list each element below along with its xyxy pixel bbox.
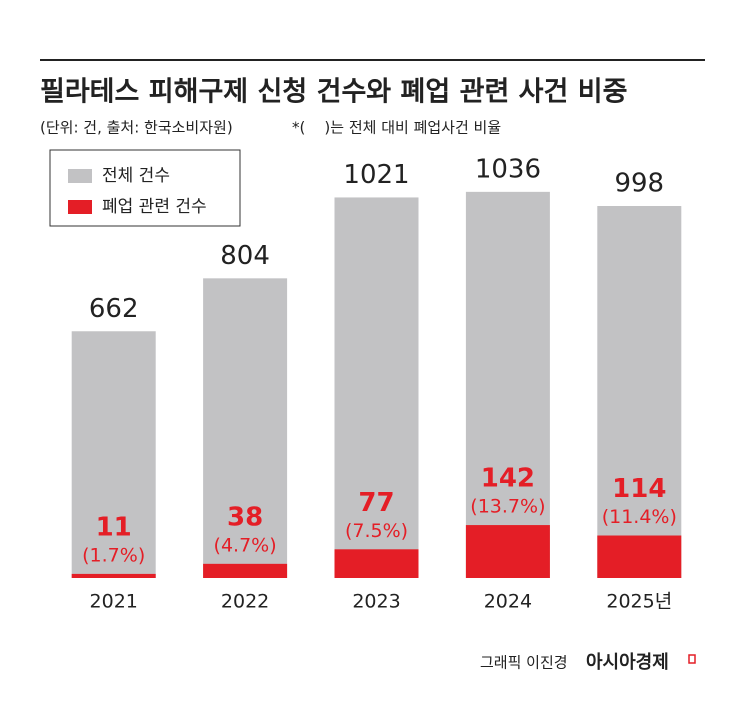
bar xyxy=(203,278,288,578)
legend-label: 폐업 관련 건수 xyxy=(102,197,207,217)
value-label: 11 xyxy=(96,512,132,542)
value-label: 1021 xyxy=(343,160,409,190)
value-label: 1036 xyxy=(475,154,541,184)
value-label: 77 xyxy=(358,488,394,518)
bar xyxy=(334,549,419,578)
share-label: (7.5%) xyxy=(345,520,408,542)
chart-subtitle: (단위: 건, 출처: 한국소비자원) xyxy=(40,119,233,137)
legend-swatch xyxy=(68,200,92,214)
x-tick-label: 2021 xyxy=(90,591,138,613)
share-label: (11.4%) xyxy=(602,506,677,528)
share-label: (13.7%) xyxy=(470,496,545,518)
x-tick-label: 2023 xyxy=(352,591,400,613)
x-tick-label: 2025년 xyxy=(606,591,672,613)
share-label: (1.7%) xyxy=(82,544,145,566)
value-label: 998 xyxy=(614,169,664,199)
x-tick-label: 2024 xyxy=(484,591,532,613)
bar xyxy=(597,535,682,578)
bar xyxy=(203,563,288,578)
share-label: (4.7%) xyxy=(214,534,277,556)
legend-label: 전체 건수 xyxy=(102,166,170,186)
source: 아시아경제 xyxy=(586,652,669,673)
credit: 그래픽 이진경 xyxy=(480,654,568,672)
chart-note: *( )는 전체 대비 폐업사건 비율 xyxy=(292,119,501,137)
x-tick-label: 2022 xyxy=(221,591,269,613)
bar xyxy=(71,573,156,578)
value-label: 142 xyxy=(481,464,535,494)
logo-mark xyxy=(688,654,696,664)
bar xyxy=(334,197,419,579)
bar xyxy=(465,525,550,578)
legend-swatch xyxy=(68,169,92,183)
value-label: 114 xyxy=(612,474,666,504)
chart-title: 필라테스 피해구제 신청 건수와 폐업 관련 사건 비중 xyxy=(40,77,627,108)
bar xyxy=(597,206,682,578)
bar xyxy=(71,331,156,578)
bar xyxy=(465,191,550,578)
value-label: 38 xyxy=(227,502,263,532)
value-label: 804 xyxy=(220,241,270,271)
value-label: 662 xyxy=(89,294,139,324)
